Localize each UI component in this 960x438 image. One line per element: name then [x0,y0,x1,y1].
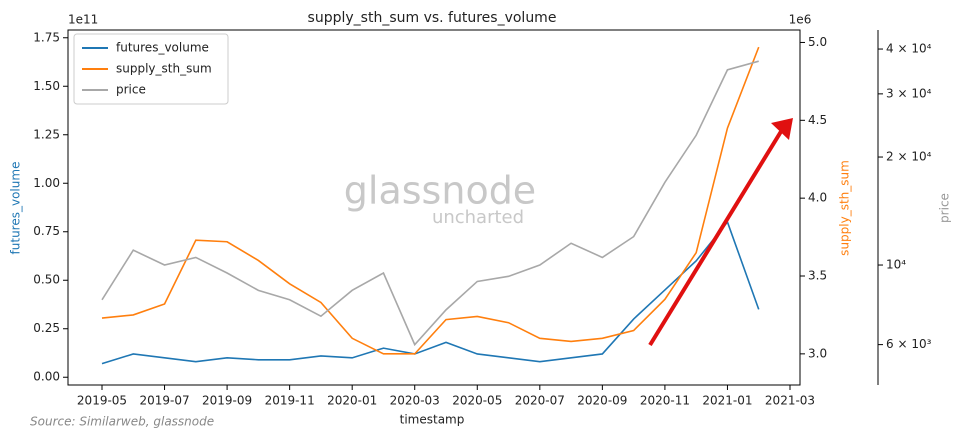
series-line [101,60,759,347]
legend-box [73,33,229,105]
x-tick-label: 2020-11 [640,394,690,408]
yticks-label: 1.75 [33,30,60,44]
x-tick-label: 2020-05 [452,394,502,408]
watermark-sub: uncharted [432,207,524,228]
plot-frame [67,29,801,386]
x-tick-label: 2019-07 [139,394,189,408]
yticks-label: 0.75 [33,224,60,238]
y-offset: 1e11 [68,13,98,27]
x-tick-label: 2021-01 [702,394,752,408]
yticks-label: 1.50 [33,79,60,93]
watermark: glassnode [344,169,536,213]
yticks-label: 0.00 [33,370,60,384]
y2ticks-label: 4.5 [808,113,827,127]
y3ticks-label: 2 × 10⁴ [886,150,932,164]
x-tick-label: 2019-11 [265,394,315,408]
x-tick-label: 2020-07 [515,394,565,408]
x-tick-label: 2021-03 [765,394,815,408]
y2-offset: 1e6 [789,13,812,27]
y2ticks-label: 5.0 [808,35,827,49]
y2ticks-label: 4.0 [808,191,827,205]
trend-arrow [648,118,793,347]
legend-label: supply_sth_sum [116,62,212,76]
y-axis-label: futures_volume [9,162,23,255]
x-tick-label: 2019-09 [202,394,252,408]
source: Source: Similarweb, glassnode [30,415,214,429]
legend-label: price [116,83,146,97]
legend-label: futures_volume [116,41,209,55]
y3ticks-label: 4 × 10⁴ [886,42,932,56]
yticks-label: 1.25 [33,127,60,141]
series-line [101,46,760,355]
y2ticks-label: 3.0 [808,346,827,360]
y3-axis-label: price [938,193,952,223]
yticks-label: 0.25 [33,321,60,335]
yticks-label: 1.00 [33,176,60,190]
chart-title: supply_sth_sum vs. futures_volume [308,10,557,26]
x-tick-label: 2019-05 [77,394,127,408]
y3ticks-label: 3 × 10⁴ [886,86,932,100]
y2-axis-label: supply_sth_sum [838,160,852,256]
series-line [101,220,760,365]
x-tick-label: 2020-03 [390,394,440,408]
y2ticks-label: 3.5 [808,269,827,283]
x-tick-label: 2020-09 [577,394,627,408]
yticks-label: 0.50 [33,273,60,287]
y3ticks-label: 6 × 10³ [886,337,932,351]
x-axis-label: timestamp [400,413,465,427]
x-tick-label: 2020-01 [327,394,377,408]
y3ticks-label: 10⁴ [886,258,906,272]
